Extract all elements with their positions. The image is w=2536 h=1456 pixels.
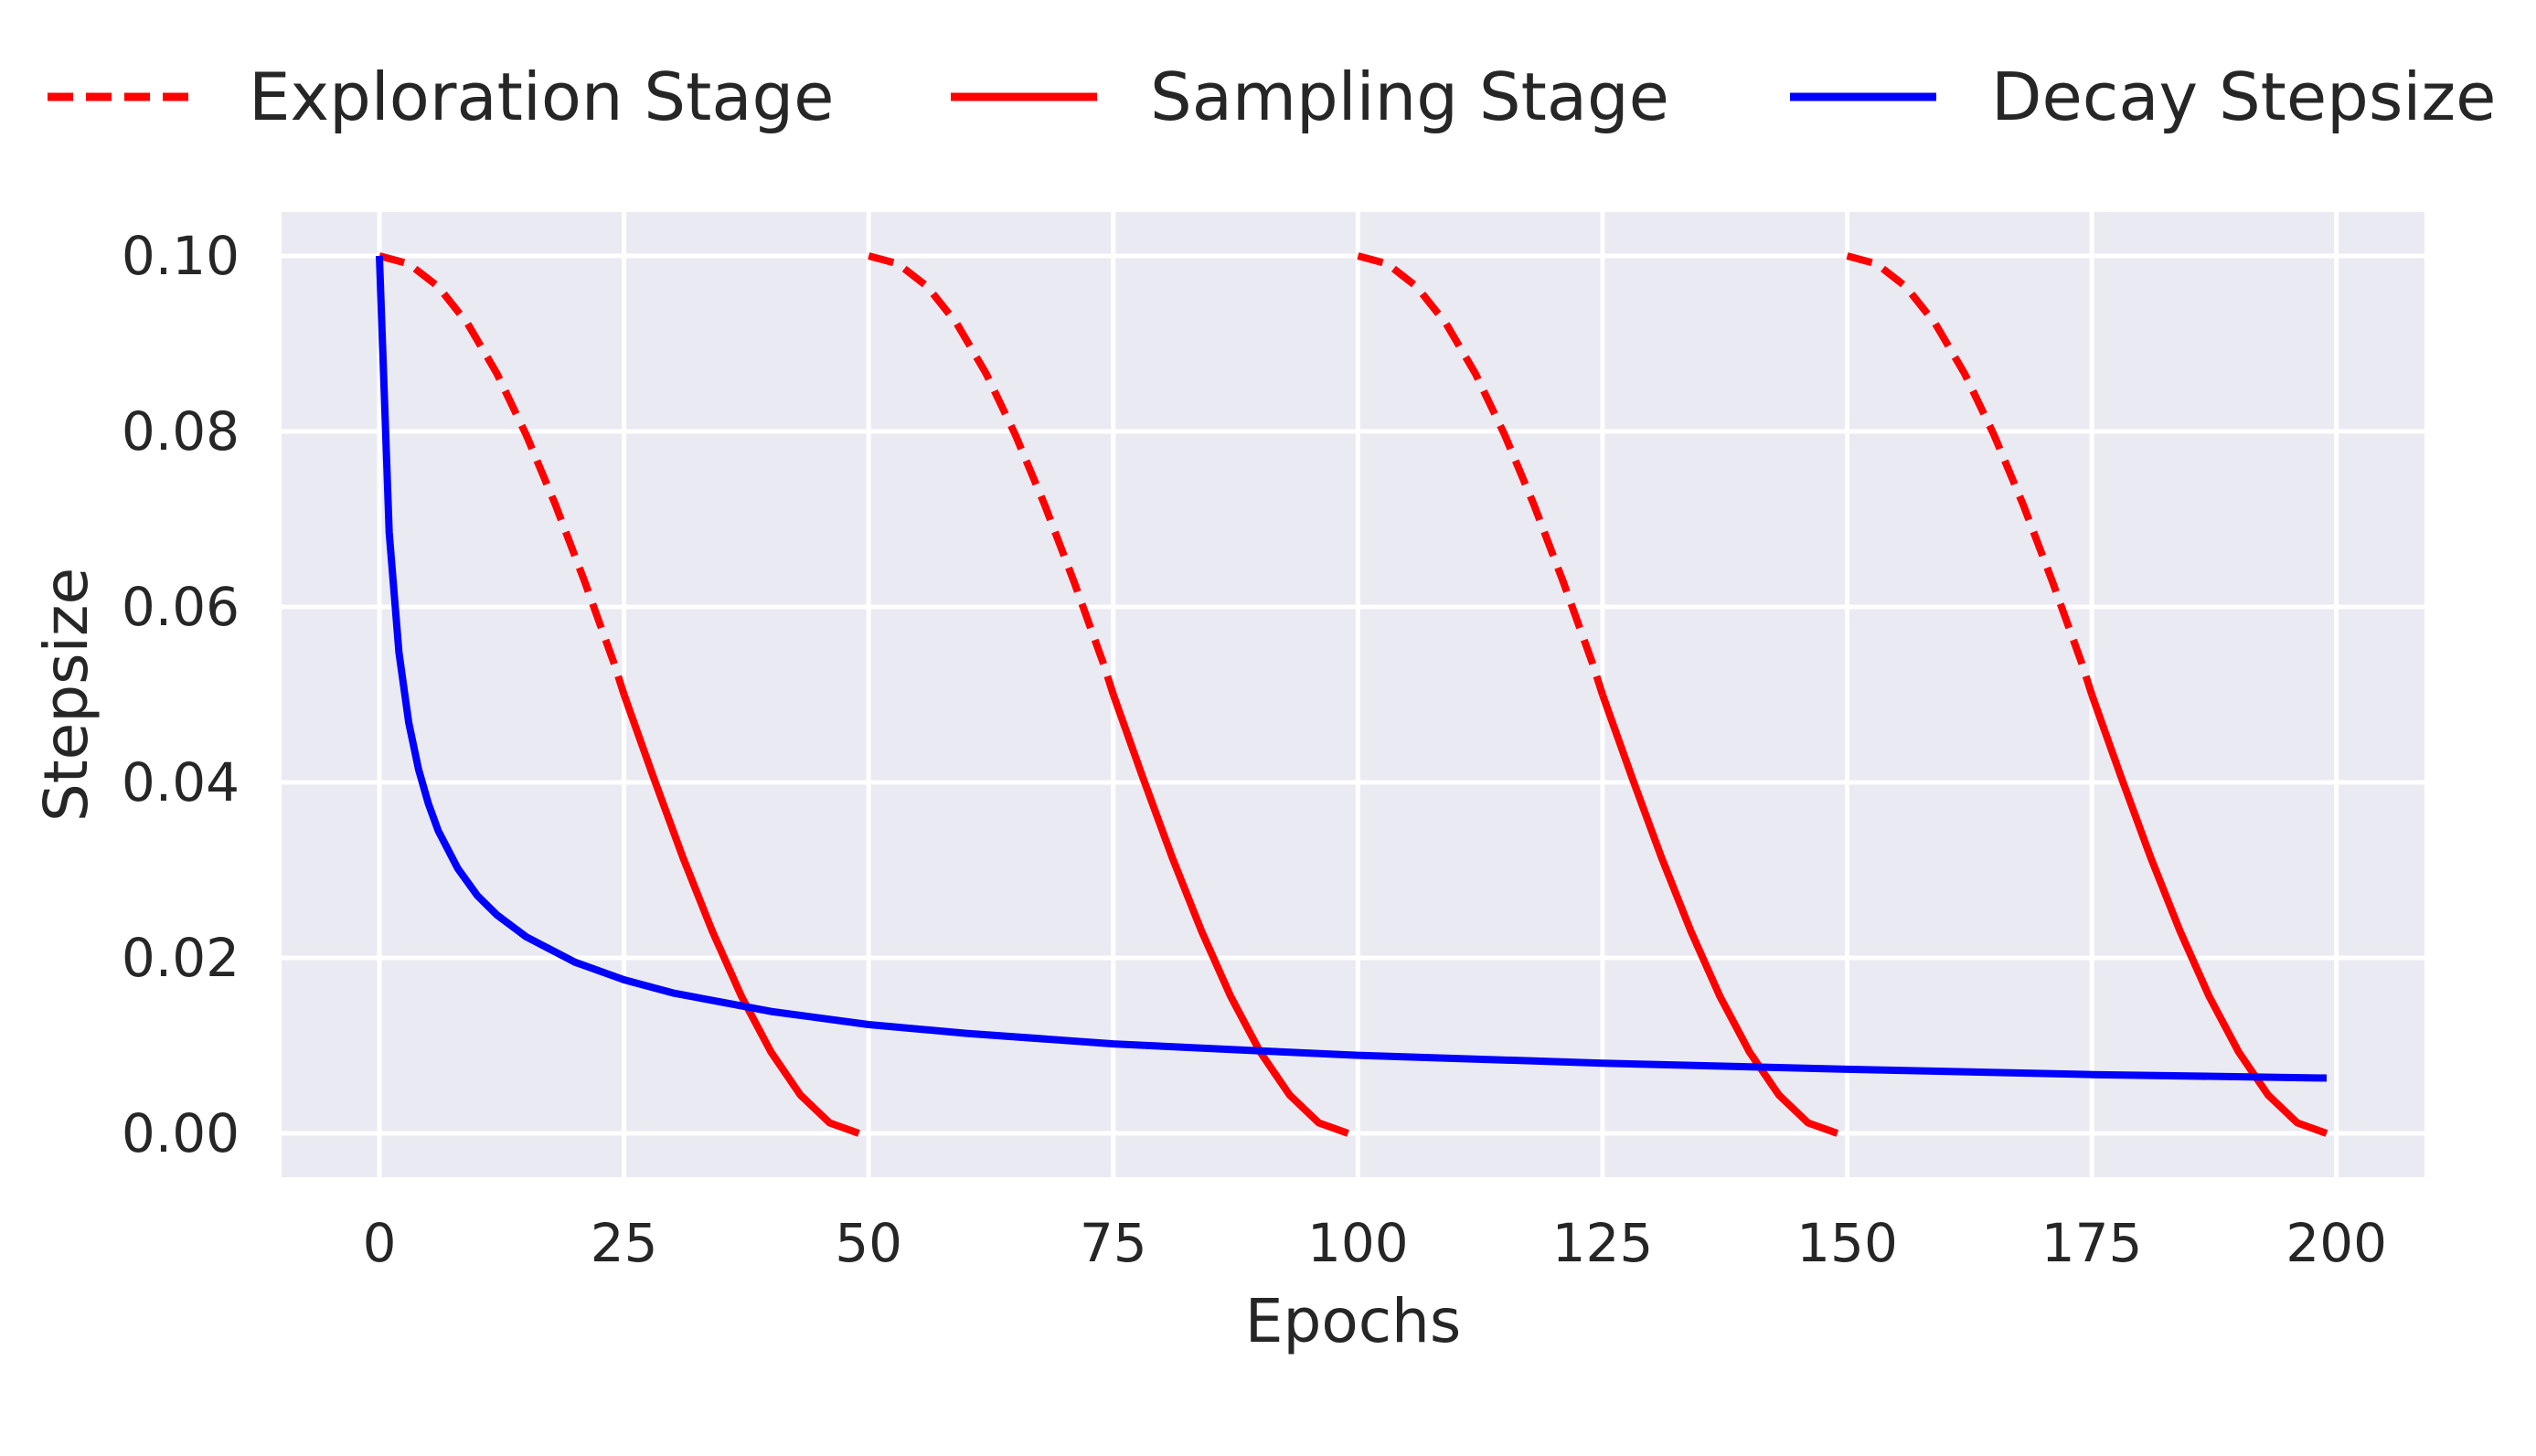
series-1-segment-2: [1599, 693, 1839, 1137]
series-2-segment-0: [376, 255, 2328, 1082]
y-tick-label: 0.10: [122, 225, 240, 287]
y-tick-label: 0.04: [122, 751, 240, 813]
x-tick-label: 0: [363, 1212, 397, 1274]
series-1-segment-1: [1110, 693, 1349, 1137]
x-axis-ticks: 0 25 50 75 100 125 150 175 200: [363, 1212, 2387, 1274]
series-lines: [376, 252, 2328, 1137]
y-tick-label: 0.02: [122, 927, 240, 989]
series-1-segment-3: [2088, 693, 2328, 1137]
plot-background: [282, 212, 2424, 1177]
x-tick-label: 25: [591, 1212, 658, 1274]
x-tick-label: 200: [2286, 1212, 2387, 1274]
series-0-segment-2: [1357, 252, 1606, 696]
y-tick-label: 0.00: [122, 1102, 240, 1164]
series-0-segment-3: [1846, 252, 2095, 696]
x-tick-label: 175: [2041, 1212, 2143, 1274]
legend-label-2: Decay Stepsize: [1991, 58, 2496, 135]
x-tick-label: 125: [1552, 1212, 1654, 1274]
y-tick-label: 0.06: [122, 576, 240, 638]
legend-label-0: Exploration Stage: [249, 58, 834, 135]
x-tick-label: 50: [835, 1212, 902, 1274]
series-0-segment-1: [868, 252, 1117, 696]
series-1-segment-0: [620, 693, 860, 1137]
x-tick-label: 75: [1080, 1212, 1147, 1274]
x-axis-label: Epochs: [1245, 1286, 1461, 1356]
plot-area: [282, 212, 2424, 1177]
x-tick-label: 150: [1796, 1212, 1898, 1274]
series-0-segment-0: [378, 252, 628, 696]
y-axis-label: Stepsize: [31, 568, 101, 822]
x-tick-label: 100: [1307, 1212, 1409, 1274]
legend: Exploration Stage Sampling Stage Decay Ste…: [48, 58, 2496, 135]
legend-label-1: Sampling Stage: [1150, 58, 1669, 135]
y-tick-label: 0.08: [122, 400, 240, 462]
y-axis-ticks: 0.00 0.02 0.04 0.06 0.08 0.10: [122, 225, 240, 1164]
